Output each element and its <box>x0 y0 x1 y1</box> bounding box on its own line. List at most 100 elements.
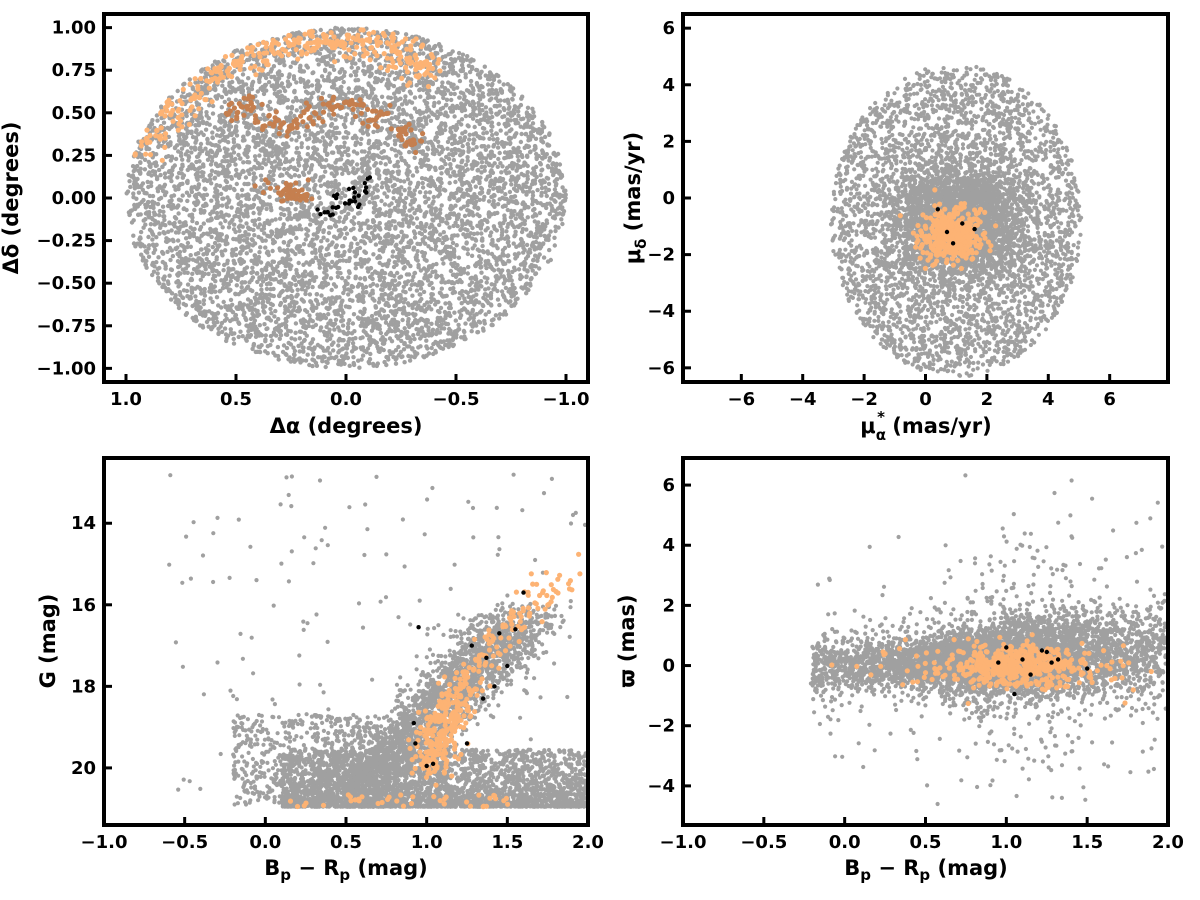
p1-field-star <box>222 99 227 105</box>
p1-field-star <box>393 287 398 292</box>
p1-field-star <box>284 319 289 324</box>
p1-field-star <box>359 136 364 142</box>
p1-field-star <box>232 187 237 193</box>
p1-field-star <box>282 62 287 68</box>
p1-field-star <box>262 157 267 162</box>
p1-field-star <box>488 302 494 307</box>
p1-field-star <box>257 349 263 355</box>
p1-field-star <box>342 331 347 336</box>
p1-field-star <box>296 174 302 179</box>
p1-field-star <box>405 335 410 341</box>
p1-field-star <box>330 129 335 135</box>
p1-field-star <box>554 177 560 182</box>
p1-field-star <box>508 215 514 220</box>
p1-field-star <box>305 352 310 357</box>
p1-field-star <box>447 225 452 230</box>
p1-field-star <box>506 101 511 106</box>
p1-field-star <box>247 171 252 177</box>
p1-field-star <box>206 271 211 277</box>
p1-field-star <box>457 78 463 84</box>
p1-field-star <box>513 216 518 221</box>
p1-field-star <box>541 255 547 260</box>
p1-field-star <box>236 320 241 325</box>
p1-field-star <box>208 226 213 232</box>
p1-field-star <box>532 219 537 224</box>
p1-field-star <box>434 275 439 280</box>
p1-field-star <box>515 200 520 206</box>
p1-field-star <box>341 144 347 149</box>
p1-field-star <box>146 254 152 259</box>
p1-field-star <box>429 321 434 326</box>
p1-field-star <box>293 282 298 288</box>
p1-field-star <box>316 62 321 67</box>
p1-field-star <box>381 149 386 154</box>
p1-field-star <box>267 234 273 239</box>
p1-field-star <box>252 154 258 159</box>
p1-field-star <box>275 344 281 350</box>
p1-field-star <box>463 162 469 167</box>
p1-field-star <box>233 292 238 297</box>
p1-field-star <box>481 136 486 141</box>
p1-field-star <box>524 204 530 210</box>
p1-field-star <box>141 197 146 203</box>
p1-field-star <box>306 213 311 219</box>
p1-field-star <box>269 311 274 316</box>
p1-field-star <box>550 215 556 220</box>
p1-field-star <box>378 330 384 336</box>
p1-field-star <box>184 288 190 294</box>
p1-field-star <box>156 144 161 150</box>
p1-field-star <box>293 95 299 101</box>
p1-field-star <box>131 191 136 196</box>
p1-field-star <box>250 265 255 270</box>
p1-field-star <box>248 248 253 253</box>
p1-field-star <box>472 313 477 318</box>
p1-field-star <box>477 180 482 186</box>
p1-field-star <box>462 94 467 99</box>
p1-field-star <box>501 144 506 149</box>
p1-field-star <box>367 200 372 205</box>
p1-field-star <box>162 182 168 187</box>
p1-field-star <box>138 171 143 176</box>
p1-field-star <box>450 280 455 285</box>
p1-field-star <box>489 282 494 287</box>
p1-field-star <box>179 166 184 171</box>
p1-field-star <box>165 249 170 254</box>
p1-field-star <box>414 288 420 293</box>
p1-field-star <box>262 231 267 236</box>
p1-field-star <box>292 90 297 95</box>
p1-field-star <box>224 202 229 207</box>
p1-field-star <box>309 83 315 88</box>
p1-field-star <box>307 362 312 368</box>
p1-field-star <box>233 313 238 319</box>
p1-field-star <box>172 163 177 168</box>
p1-field-star <box>445 88 451 93</box>
p1-field-star <box>187 77 192 82</box>
p1-field-star <box>260 268 265 274</box>
p1-field-star <box>548 257 553 263</box>
p1-field-star <box>285 294 290 300</box>
p1-field-star <box>370 100 375 106</box>
p1-field-star <box>206 317 212 322</box>
p1-field-star <box>340 360 345 365</box>
p1-field-star <box>138 235 143 240</box>
p1-field-star <box>408 214 413 219</box>
p1-field-star <box>272 239 277 245</box>
p1-field-star <box>398 69 403 74</box>
p1-field-star <box>336 338 341 343</box>
p1-field-star <box>169 198 174 203</box>
p1-field-star <box>358 336 363 341</box>
p1-field-star <box>524 180 529 185</box>
p1-field-star <box>276 90 281 95</box>
p1-field-star <box>209 198 214 203</box>
p1-field-star <box>396 336 401 341</box>
p1-field-star <box>157 281 162 286</box>
p1-field-star <box>490 322 495 328</box>
p1-field-star <box>175 238 181 243</box>
p1-field-star <box>451 211 457 216</box>
p1-field-star <box>181 173 187 178</box>
p1-field-star <box>280 256 285 261</box>
p1-field-star <box>214 133 220 138</box>
p1-field-star <box>285 247 290 253</box>
p1-field-star <box>323 364 328 370</box>
p1-field-star <box>188 244 193 249</box>
